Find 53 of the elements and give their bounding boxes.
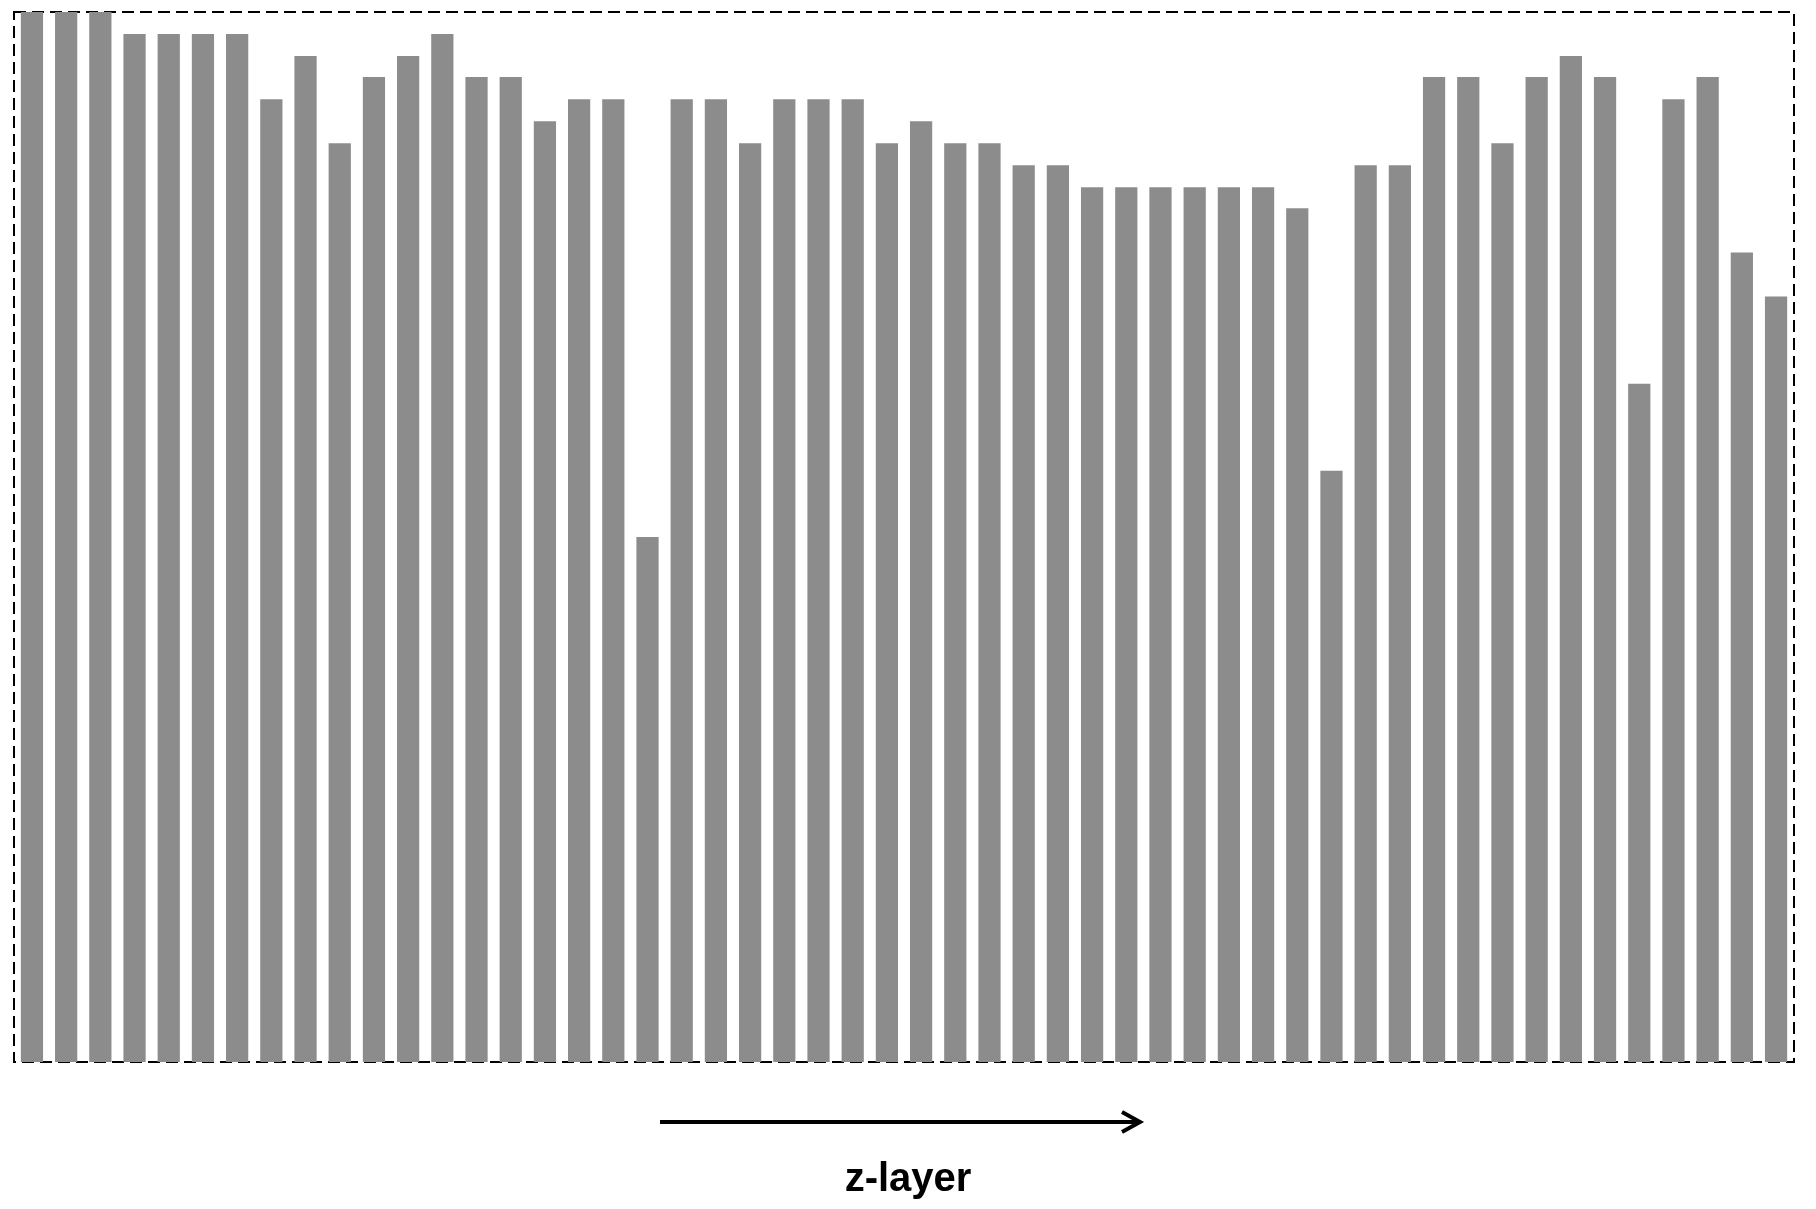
bar (1080, 187, 1104, 1062)
bar (636, 537, 659, 1062)
bar (89, 12, 112, 1062)
bar (1251, 187, 1275, 1062)
bar (1388, 165, 1411, 1062)
bar (1525, 77, 1548, 1062)
bar (1662, 99, 1685, 1062)
bar (123, 34, 146, 1062)
bar (1696, 77, 1719, 1062)
bar (670, 99, 693, 1062)
bar (1012, 165, 1035, 1062)
bar (807, 99, 830, 1062)
bar (875, 143, 899, 1062)
bar (1730, 252, 1753, 1062)
bar (1422, 77, 1446, 1062)
bar (1046, 165, 1069, 1062)
bar (944, 143, 967, 1062)
bar (909, 121, 933, 1062)
bar (773, 99, 796, 1062)
bar (978, 143, 1001, 1062)
bar (260, 99, 283, 1062)
bar (1115, 187, 1138, 1062)
bar (157, 34, 180, 1062)
bar (1628, 383, 1651, 1062)
bar (226, 34, 249, 1062)
bar (1183, 187, 1206, 1062)
bar (1149, 187, 1172, 1062)
bar (704, 99, 728, 1062)
bar (328, 143, 351, 1062)
bar (191, 34, 215, 1062)
bar (397, 56, 420, 1062)
bar (841, 99, 864, 1062)
bar (533, 121, 557, 1062)
bar (499, 77, 522, 1062)
bar (1457, 77, 1480, 1062)
bar (602, 99, 625, 1062)
bar (1286, 208, 1309, 1062)
x-axis-title: z-layer (843, 1155, 973, 1200)
bar (739, 143, 762, 1062)
bar (362, 77, 386, 1062)
bar (465, 77, 488, 1062)
bar (55, 12, 78, 1062)
bar (1764, 296, 1788, 1062)
bar (431, 34, 454, 1062)
bar (1559, 56, 1582, 1062)
bar (1320, 470, 1343, 1062)
bar (294, 56, 317, 1062)
bar (1217, 187, 1240, 1062)
bar (1593, 77, 1617, 1062)
bar (20, 12, 44, 1062)
bar (1491, 143, 1514, 1062)
bar (1354, 165, 1377, 1062)
bar (568, 99, 591, 1062)
